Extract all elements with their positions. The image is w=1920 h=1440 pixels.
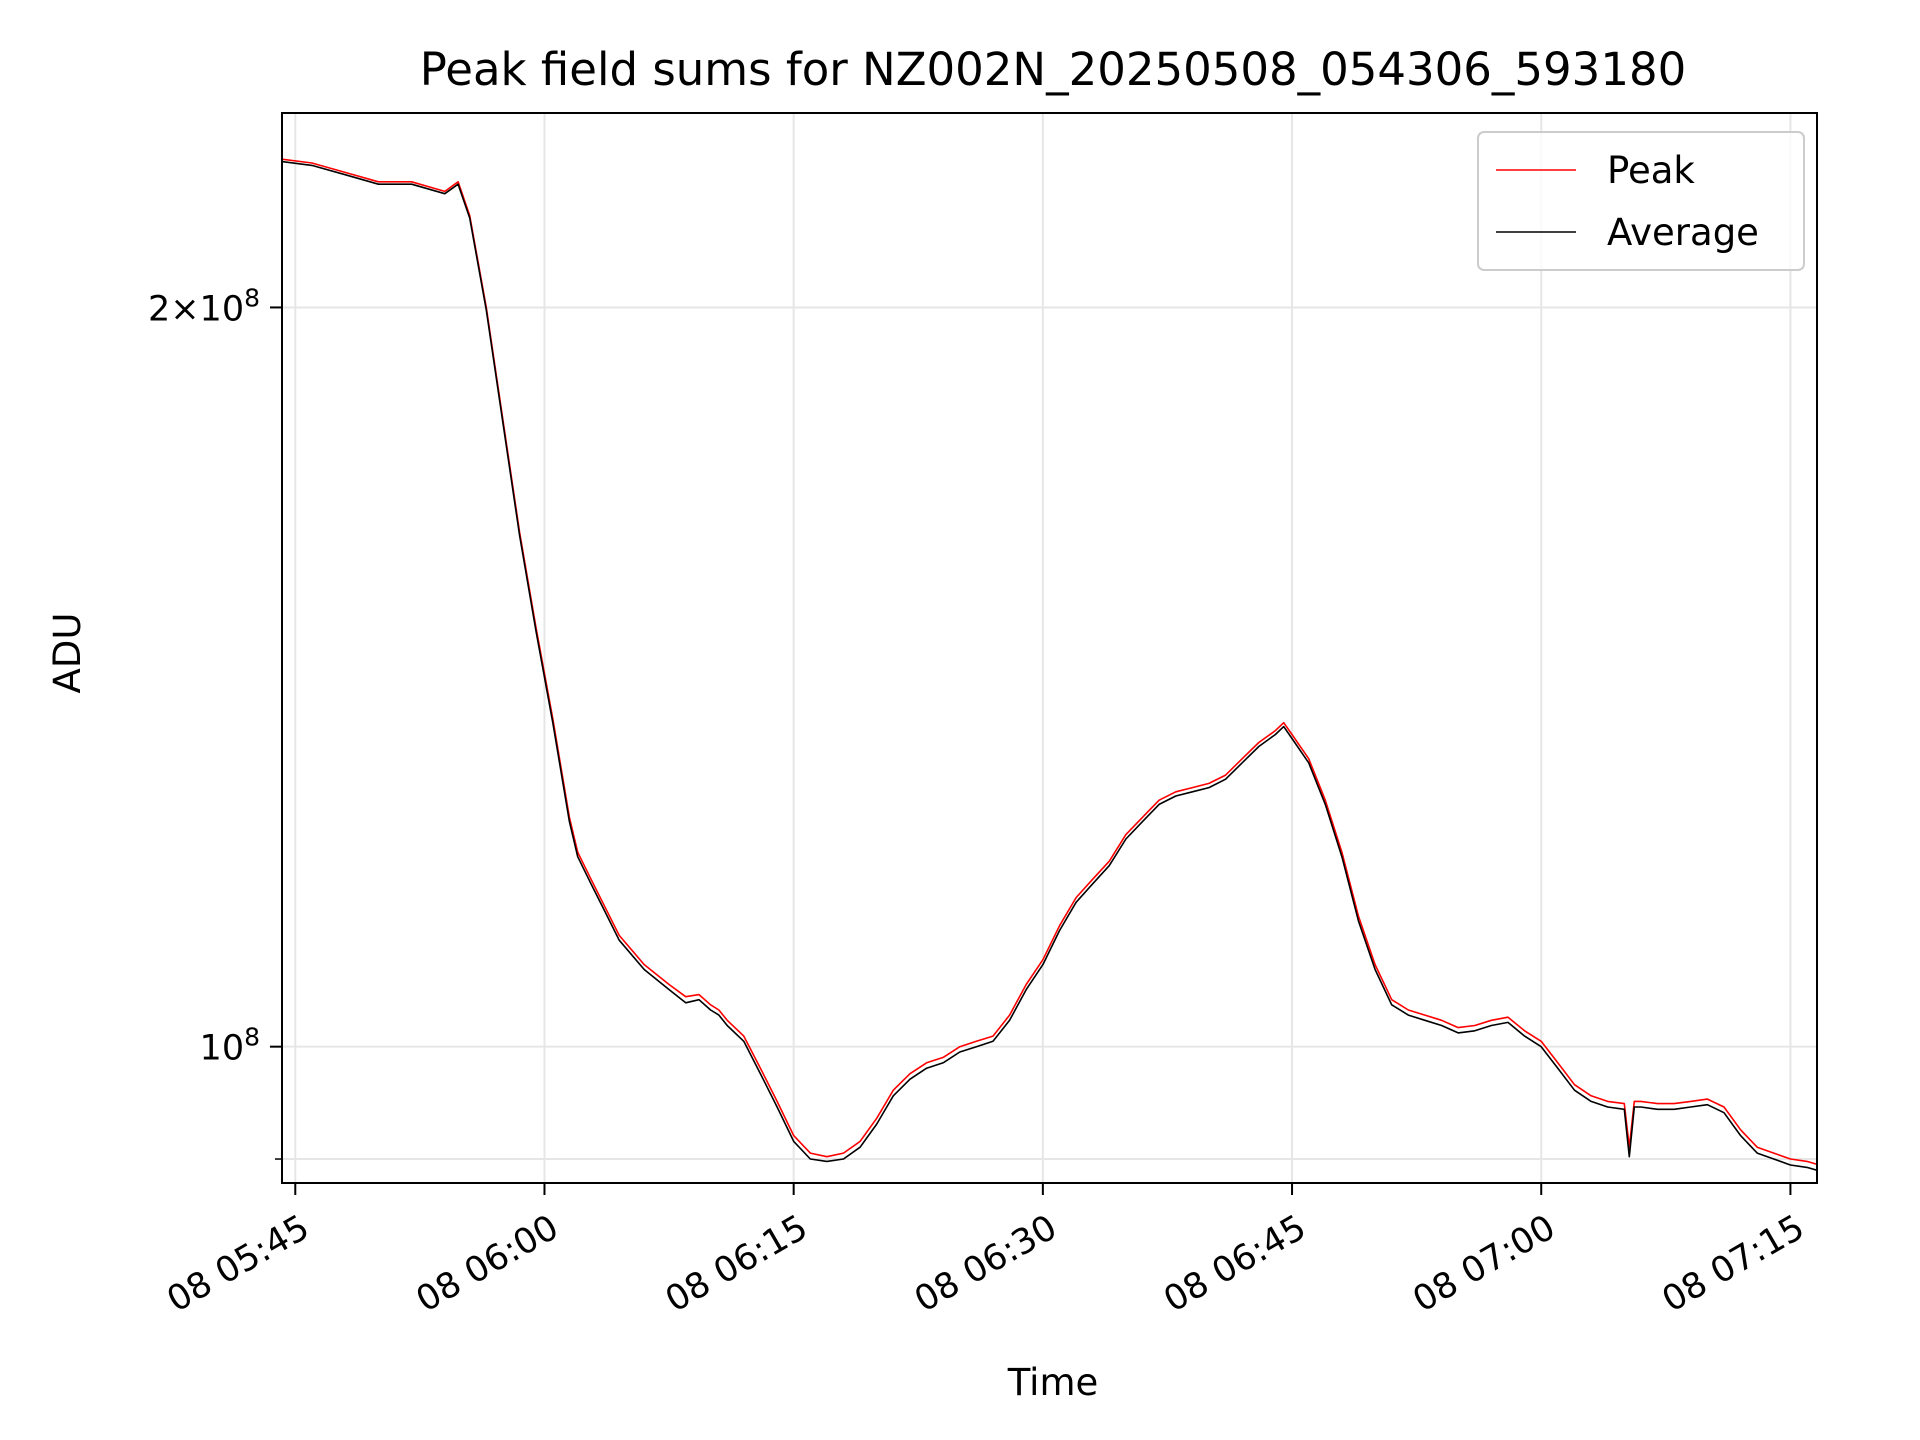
y-tick-exponent: 8 xyxy=(244,1023,260,1052)
y-axis-label: ADU xyxy=(46,613,89,694)
plot-frame xyxy=(281,112,1818,1184)
y-tick-base: 10 xyxy=(200,289,245,329)
series-layer xyxy=(282,158,1817,1172)
legend-label-peak: Peak xyxy=(1607,149,1695,192)
legend-box xyxy=(1477,131,1805,271)
y-tick-mantissa: 2× xyxy=(148,289,200,329)
legend-label-average: Average xyxy=(1607,211,1759,254)
grid xyxy=(282,113,1817,1183)
chart-title: Peak field sums for NZ002N_20250508_0543… xyxy=(420,43,1686,96)
y-tick-base: 10 xyxy=(200,1029,245,1069)
y-tick-label: 2×108 xyxy=(148,283,260,329)
legend: Peak Average xyxy=(1477,131,1805,271)
series-line-average xyxy=(282,160,1817,1172)
series-line-peak xyxy=(282,158,1817,1166)
y-tick-exponent: 8 xyxy=(244,283,260,312)
y-tick-label: 108 xyxy=(200,1023,260,1069)
x-axis-label: Time xyxy=(1007,1361,1099,1404)
